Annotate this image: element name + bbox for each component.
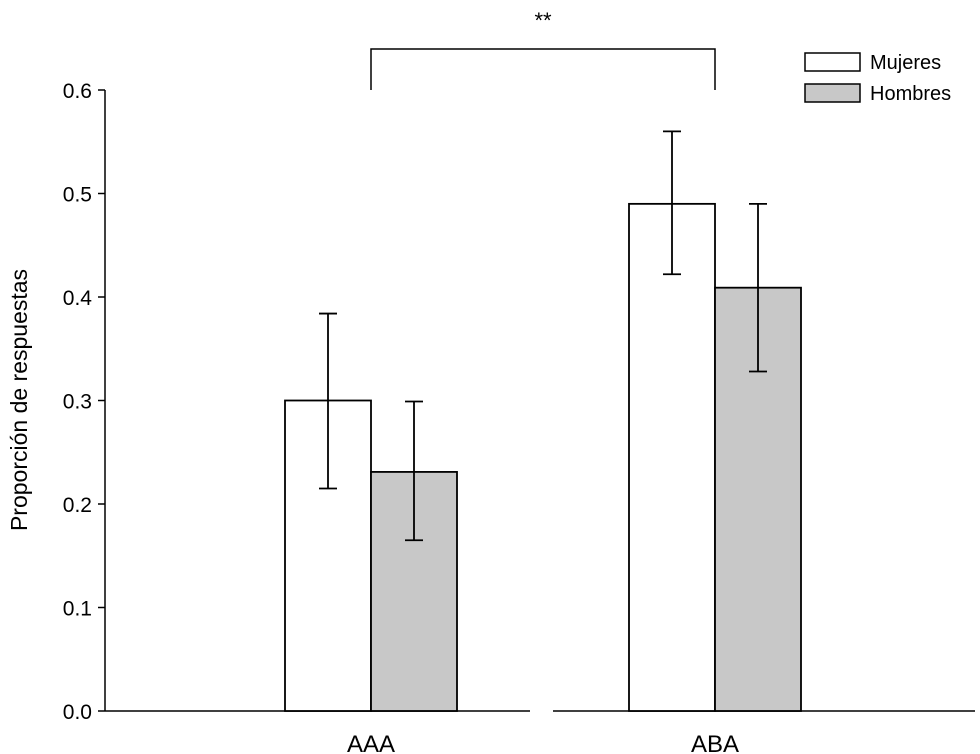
legend-label-mujeres: Mujeres xyxy=(870,52,941,74)
category-label-aba: ABA xyxy=(691,731,739,754)
legend-swatch-hombres xyxy=(804,83,861,103)
significance-bracket: ** xyxy=(370,8,716,90)
y-tick-label: 0.0 xyxy=(63,701,92,724)
category-label-aaa: AAA xyxy=(347,731,395,754)
y-tick-label: 0.4 xyxy=(63,287,93,310)
bar-mujeres-aba xyxy=(628,202,716,712)
significance-bracket-line xyxy=(370,48,716,90)
y-tick-label: 0.3 xyxy=(63,391,92,414)
legend: Mujeres Hombres xyxy=(804,52,951,105)
y-tick-label: 0.2 xyxy=(63,494,92,517)
y-tick-label: 0.5 xyxy=(63,184,92,207)
bar-hombres-aba xyxy=(714,286,802,712)
y-ticks: 0.0 0.1 0.2 0.3 0.4 0.5 0.6 xyxy=(63,80,105,724)
legend-swatch-mujeres xyxy=(804,52,861,72)
legend-label-hombres: Hombres xyxy=(870,83,951,105)
y-tick-label: 0.6 xyxy=(63,80,92,103)
bars xyxy=(284,202,802,712)
y-axis-label: Proporción de respuestas xyxy=(6,269,32,531)
significance-label: ** xyxy=(534,8,552,33)
category-labels: AAA ABA xyxy=(347,731,739,754)
error-bars xyxy=(319,130,767,542)
y-tick-label: 0.1 xyxy=(63,598,92,621)
